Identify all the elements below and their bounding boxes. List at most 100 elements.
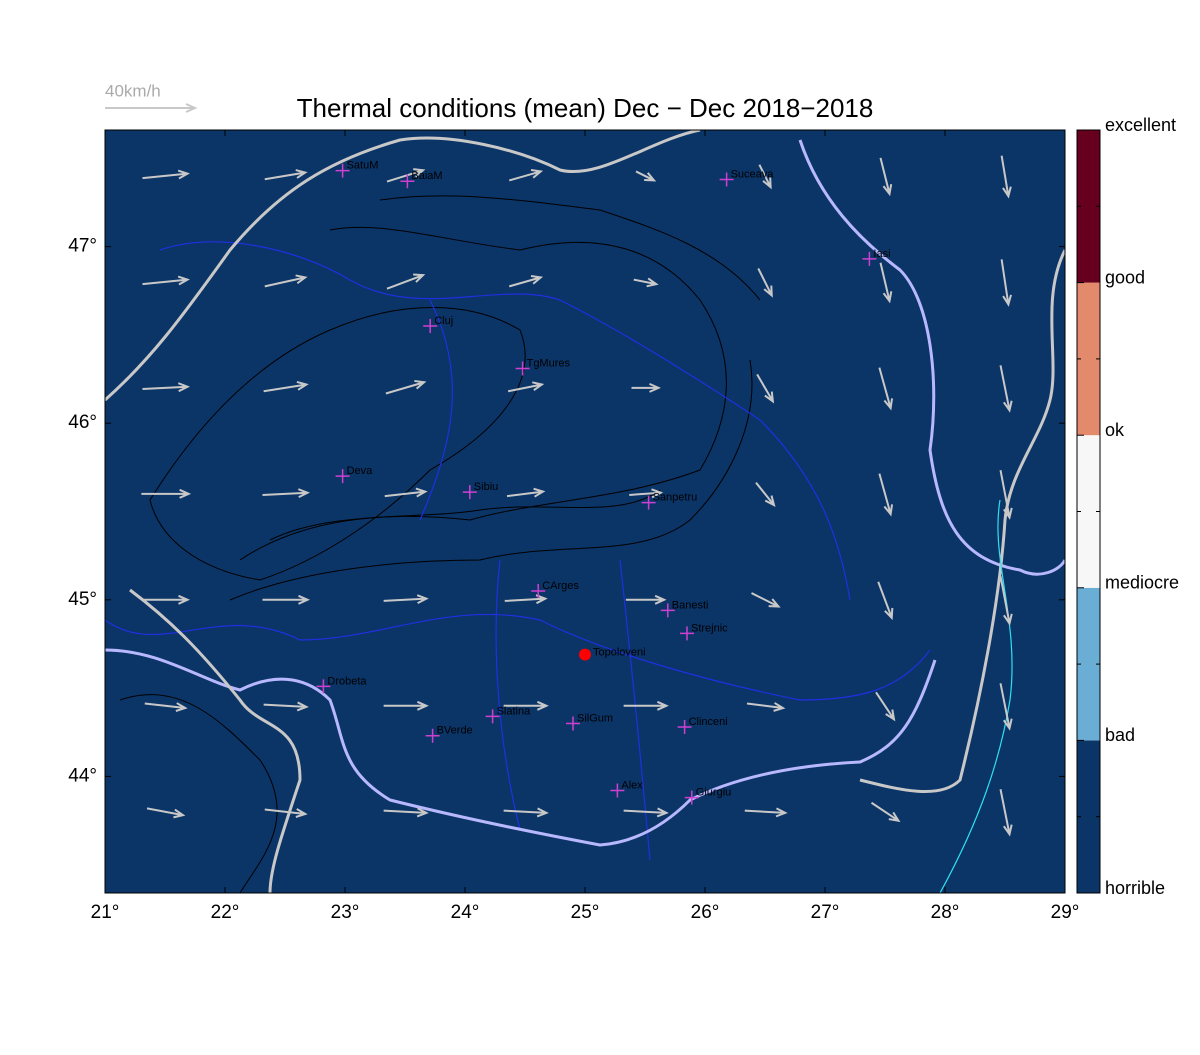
- colorbar-label: horrible: [1105, 878, 1165, 898]
- city-label: Cluj: [434, 315, 453, 327]
- wind-arrow: [746, 702, 786, 712]
- city-marker: [425, 728, 440, 743]
- colorbar-segment: [1077, 130, 1100, 283]
- colorbar-segment: [1077, 435, 1100, 588]
- wind-scale-arrow: [105, 103, 198, 113]
- colorbar-label: good: [1105, 267, 1145, 287]
- colorbar-segment: [1077, 587, 1100, 741]
- wind-arrow: [507, 381, 545, 393]
- city-marker: [423, 319, 438, 334]
- x-tick-label: 27°: [811, 902, 840, 923]
- city-label: Alex: [621, 779, 643, 791]
- wind-arrow: [262, 594, 310, 605]
- city-marker: [531, 583, 546, 598]
- wind-arrow: [263, 701, 309, 712]
- wind-arrow: [878, 367, 894, 411]
- x-tick-label: 21°: [91, 902, 120, 923]
- wind-arrow: [383, 594, 429, 605]
- city-label: Clinceni: [689, 716, 728, 728]
- city-label: Slatina: [497, 705, 532, 717]
- wind-arrow: [755, 481, 776, 508]
- wind-arrow: [386, 273, 426, 290]
- location-label: Topoloveni: [593, 646, 646, 658]
- city-marker: [680, 626, 694, 641]
- colorbar-label: excellent: [1105, 115, 1176, 135]
- city-marker: [660, 603, 675, 618]
- city-marker: [641, 495, 656, 510]
- city-label: SilGum: [577, 712, 613, 724]
- wind-arrow: [142, 169, 190, 180]
- wind-arrow: [383, 700, 429, 711]
- wind-arrow: [264, 169, 308, 181]
- city-label: Deva: [347, 465, 374, 477]
- y-tick-label: 45°: [68, 589, 97, 610]
- city-label: Banesti: [672, 599, 709, 611]
- wind-arrow: [144, 702, 188, 712]
- colorbar-segment: [1077, 740, 1100, 893]
- geography: [105, 130, 1065, 893]
- city-marker: [515, 361, 530, 376]
- wind-arrow: [503, 807, 549, 818]
- city-label: BVerde: [437, 725, 473, 737]
- x-tick-label: 23°: [331, 902, 360, 923]
- city-label: Sibiu: [474, 481, 498, 493]
- wind-arrow: [264, 808, 308, 818]
- city-label: Giurgiu: [696, 787, 731, 799]
- city-marker: [335, 163, 350, 178]
- city-marker: [335, 469, 350, 484]
- map-background: [105, 130, 1065, 893]
- wind-arrow: [870, 801, 901, 823]
- wind-arrow: [504, 594, 548, 605]
- city-marker: [462, 485, 477, 500]
- x-tick-label: 28°: [931, 902, 960, 923]
- wind-arrow: [999, 575, 1013, 626]
- wind-arrow: [878, 473, 894, 517]
- city-marker: [485, 709, 500, 724]
- wind-arrow: [999, 470, 1013, 520]
- wind-arrow: [262, 488, 310, 499]
- city-marker: [400, 174, 415, 189]
- x-tick-label: 24°: [451, 902, 480, 923]
- wind-arrow: [633, 277, 659, 288]
- wind-arrow: [635, 170, 657, 182]
- city-marker: [316, 679, 331, 694]
- x-tick-label: 22°: [211, 902, 240, 923]
- wind-arrow: [625, 594, 667, 605]
- city-label: Iasi: [873, 248, 890, 260]
- wind-arrow: [385, 379, 427, 395]
- x-tick-label: 26°: [691, 902, 720, 923]
- wind-arrow: [999, 365, 1013, 413]
- city-label: CArges: [542, 580, 579, 592]
- wind-arrow: [142, 594, 190, 605]
- city-label: Strejnic: [691, 622, 728, 634]
- colorbar-label: ok: [1105, 420, 1125, 440]
- wind-arrow: [999, 683, 1013, 731]
- x-tick-label: 29°: [1051, 902, 1080, 923]
- wind-arrow: [1000, 259, 1012, 307]
- city-marker: [677, 719, 692, 734]
- city-label: BaiaM: [411, 170, 442, 182]
- city-label: TgMures: [527, 357, 571, 369]
- city-marker: [684, 790, 699, 805]
- wind-arrow: [142, 382, 190, 393]
- wind-arrow: [757, 267, 773, 298]
- city-marker: [610, 783, 625, 798]
- wind-arrow: [264, 274, 308, 288]
- wind-arrow: [506, 487, 546, 498]
- wind-arrow: [386, 168, 426, 183]
- wind-arrow: [877, 581, 894, 621]
- wind-arrow: [758, 164, 772, 190]
- wind-arrow: [744, 807, 788, 818]
- x-tick-label: 25°: [571, 902, 600, 923]
- wind-arrow: [623, 807, 669, 818]
- wind-arrow: [999, 789, 1013, 837]
- city-marker: [566, 716, 580, 731]
- wind-arrow: [383, 807, 429, 818]
- y-tick-label: 44°: [68, 765, 97, 786]
- colorbar-frame: [1076, 129, 1101, 894]
- city-label: Suceava: [731, 168, 775, 180]
- wind-arrow: [629, 488, 664, 499]
- city-marker: [719, 172, 734, 187]
- y-tick-label: 47°: [68, 236, 97, 257]
